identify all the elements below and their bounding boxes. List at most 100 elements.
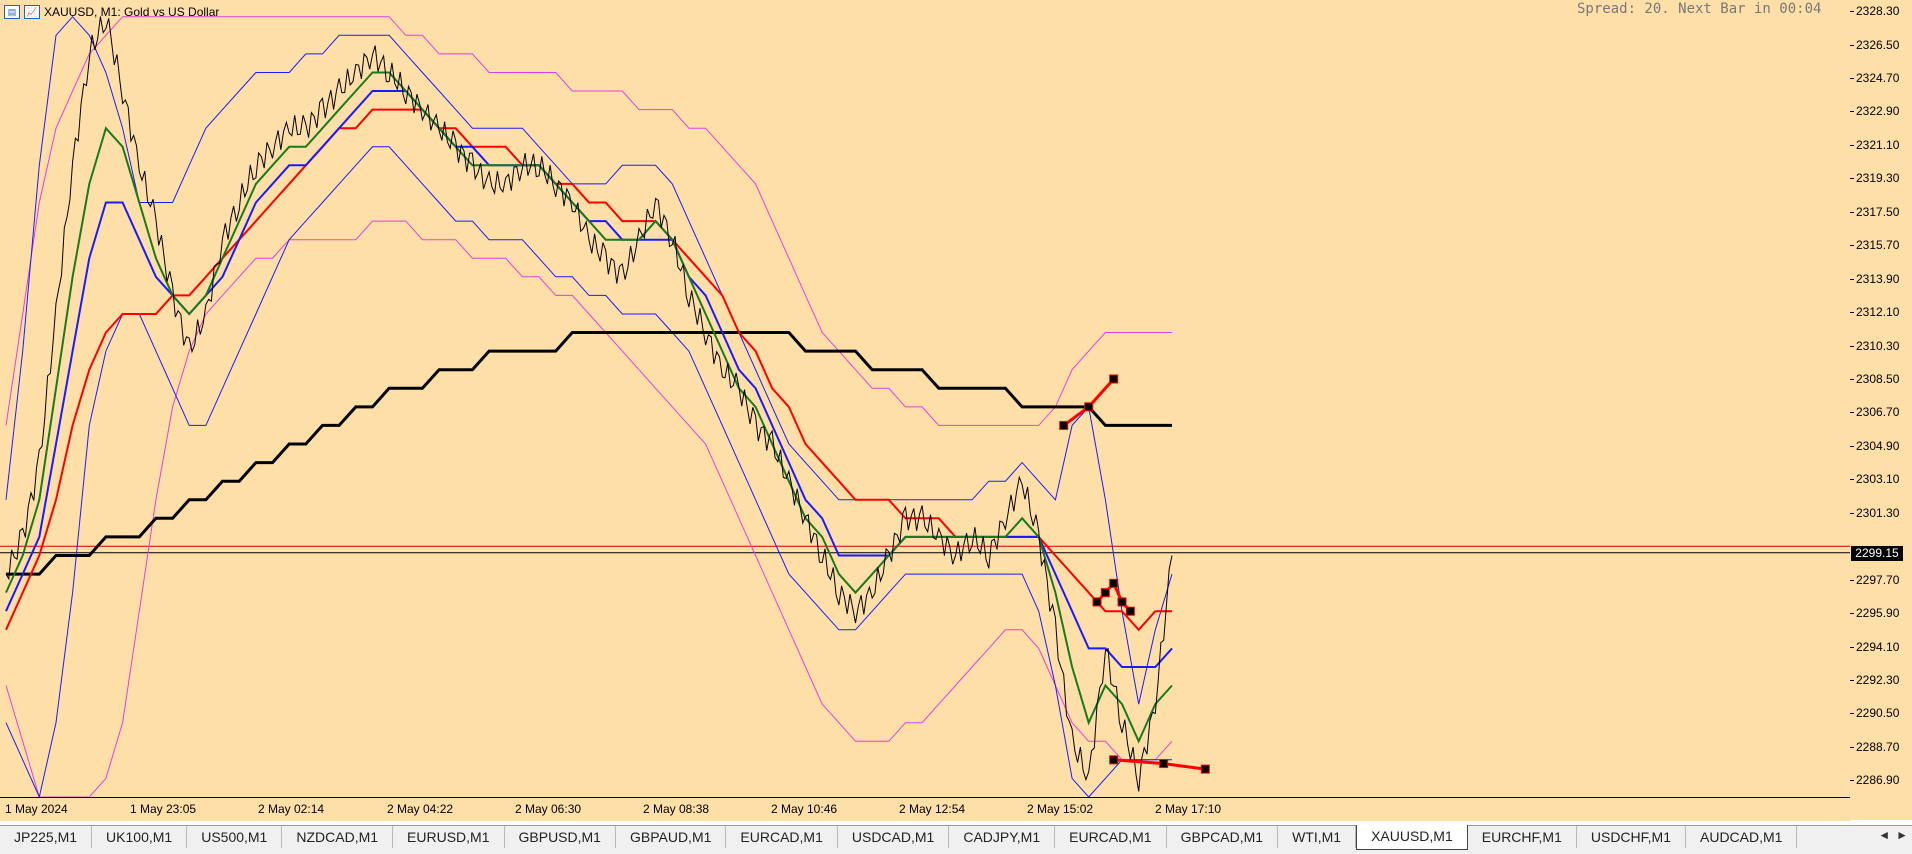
- trend-segment-0[interactable]: [1062, 377, 1115, 427]
- price-line: [5, 16, 1173, 792]
- symbol-tab-7[interactable]: EURCAD,M1: [726, 826, 838, 848]
- price-chart: [0, 15, 1850, 797]
- tab-scroll-controls: ◄ ►: [1878, 828, 1908, 842]
- price-tick-label: 2326.50: [1856, 37, 1900, 52]
- band-outer-lower-line: [5, 220, 1173, 797]
- price-tick-label: 2312.10: [1856, 305, 1900, 320]
- chart-type-icon[interactable]: 📈: [24, 5, 40, 19]
- price-tick-mark: [1850, 445, 1854, 447]
- trend-point-0-1[interactable]: [1084, 402, 1094, 412]
- price-tick-mark: [1850, 44, 1854, 46]
- price-tick-mark: [1850, 278, 1854, 280]
- trend-point-1-3[interactable]: [1117, 597, 1127, 607]
- tab-scroll-left-icon[interactable]: ◄: [1878, 828, 1891, 842]
- price-tick-label: 2324.70: [1856, 71, 1900, 86]
- symbol-tab-1[interactable]: UK100,M1: [92, 826, 188, 848]
- ma-slow-line: [5, 108, 1172, 632]
- price-tick-label: 2294.10: [1856, 639, 1900, 654]
- price-tick-label: 2321.10: [1856, 137, 1900, 152]
- trend-point-1-4[interactable]: [1125, 606, 1135, 616]
- price-tick-mark: [1850, 613, 1854, 615]
- time-tick-label: 2 May 10:46: [771, 802, 838, 816]
- symbol-tab-12[interactable]: WTI,M1: [1278, 826, 1357, 848]
- time-tick-label: 2 May 15:02: [1027, 802, 1094, 816]
- price-tick-mark: [1850, 679, 1854, 681]
- price-tick-label: 2292.30: [1856, 672, 1900, 687]
- price-tick-label: 2304.90: [1856, 438, 1900, 453]
- price-tick-mark: [1850, 512, 1854, 514]
- price-tick-mark: [1850, 312, 1854, 314]
- price-tick-mark: [1850, 11, 1854, 13]
- symbol-tab-5[interactable]: GBPUSD,M1: [505, 826, 616, 848]
- chart-header: ▤ 📈 XAUUSD, M1: Gold vs US Dollar: [4, 3, 219, 21]
- price-tick-label: 2328.30: [1856, 4, 1900, 19]
- price-tick-label: 2288.70: [1856, 739, 1900, 754]
- price-tick-mark: [1850, 746, 1854, 748]
- time-tick-label: 2 May 04:22: [387, 802, 454, 816]
- tab-scroll-right-icon[interactable]: ►: [1896, 828, 1908, 842]
- trend-point-2-2[interactable]: [1200, 764, 1210, 774]
- symbol-tab-0[interactable]: JP225,M1: [0, 826, 93, 848]
- time-tick-label: 2 May 17:10: [1155, 802, 1222, 816]
- symbol-description: XAUUSD, M1: Gold vs US Dollar: [44, 5, 220, 19]
- trend-point-1-1[interactable]: [1100, 588, 1110, 598]
- time-axis[interactable]: 1 May 2024 1 May 23:05 2 May 02:14 2 May 04…: [0, 797, 1850, 821]
- price-tick-mark: [1850, 378, 1854, 380]
- symbol-tab-13[interactable]: XAUUSD,M1: [1356, 825, 1468, 850]
- price-tick-mark: [1850, 780, 1854, 782]
- symbol-tab-11[interactable]: GBPCAD,M1: [1167, 826, 1279, 848]
- symbol-tab-14[interactable]: EURCHF,M1: [1468, 826, 1577, 848]
- time-tick-label: 2 May 06:30: [515, 802, 582, 816]
- chart-menu-icon[interactable]: ▤: [4, 5, 20, 19]
- symbol-tab-3[interactable]: NZDCAD,M1: [282, 826, 394, 848]
- time-tick-label: 2 May 02:14: [258, 802, 325, 816]
- trend-point-1-2[interactable]: [1109, 578, 1119, 588]
- price-axis[interactable]: 2328.30 2326.50 2324.70 2322.90 2321.10 2319.…: [1850, 0, 1912, 820]
- symbol-tab-8[interactable]: USDCAD,M1: [838, 826, 950, 848]
- price-tick-mark: [1850, 345, 1854, 347]
- price-tick-label: 2295.90: [1856, 606, 1900, 621]
- price-tick-label: 2301.30: [1856, 505, 1900, 520]
- chart-plot-area[interactable]: [0, 0, 1850, 797]
- price-tick-label: 2322.90: [1856, 104, 1900, 119]
- trend-point-1-0[interactable]: [1092, 597, 1102, 607]
- price-tick-label: 2317.50: [1856, 204, 1900, 219]
- price-tick-mark: [1850, 479, 1854, 481]
- time-tick-label: 2 May 12:54: [899, 802, 966, 816]
- symbol-tab-15[interactable]: USDCHF,M1: [1577, 826, 1686, 848]
- price-tick-label: 2286.90: [1856, 773, 1900, 788]
- price-tick-label: 2308.50: [1856, 371, 1900, 386]
- price-tick-label: 2319.30: [1856, 171, 1900, 186]
- price-tick-label: 2303.10: [1856, 472, 1900, 487]
- price-tick-label: 2290.50: [1856, 706, 1900, 721]
- trend-point-2-1[interactable]: [1159, 759, 1169, 769]
- price-tick-mark: [1850, 144, 1854, 146]
- symbol-tab-2[interactable]: US500,M1: [187, 826, 283, 848]
- trend-point-0-2[interactable]: [1109, 374, 1119, 384]
- symbol-tab-16[interactable]: AUDCAD,M1: [1686, 826, 1798, 848]
- price-tick-mark: [1850, 211, 1854, 213]
- price-tick-mark: [1850, 646, 1854, 648]
- price-tick-mark: [1850, 713, 1854, 715]
- price-tick-mark: [1850, 412, 1854, 414]
- trend-point-0-0[interactable]: [1059, 420, 1069, 430]
- ma-long-line: [6, 331, 1172, 576]
- symbol-tab-6[interactable]: GBPAUD,M1: [616, 826, 727, 848]
- symbol-tab-9[interactable]: CADJPY,M1: [949, 826, 1056, 848]
- price-tick-label: 2315.70: [1856, 238, 1900, 253]
- time-tick-label: 1 May 23:05: [130, 802, 197, 816]
- time-tick-label: 1 May 2024: [5, 802, 68, 816]
- symbol-tab-bar: JP225,M1 UK100,M1 US500,M1 NZDCAD,M1 EURUSD,…: [0, 825, 1912, 854]
- price-tick-label: 2306.70: [1856, 405, 1900, 420]
- time-tick-label: 2 May 08:38: [643, 802, 710, 816]
- ma-fast-line: [5, 71, 1173, 744]
- price-tick-mark: [1850, 245, 1854, 247]
- spread-indicator: Spread: 20. Next Bar in 00:04: [1577, 1, 1822, 17]
- trend-point-2-0[interactable]: [1109, 755, 1119, 765]
- band-inner-upper-line: [5, 15, 1173, 705]
- price-tick-label: 2297.70: [1856, 572, 1900, 587]
- symbol-tab-10[interactable]: EURCAD,M1: [1055, 826, 1167, 848]
- price-tick-label: 2313.90: [1856, 271, 1900, 286]
- price-tick-label: 2310.30: [1856, 338, 1900, 353]
- symbol-tab-4[interactable]: EURUSD,M1: [393, 826, 505, 848]
